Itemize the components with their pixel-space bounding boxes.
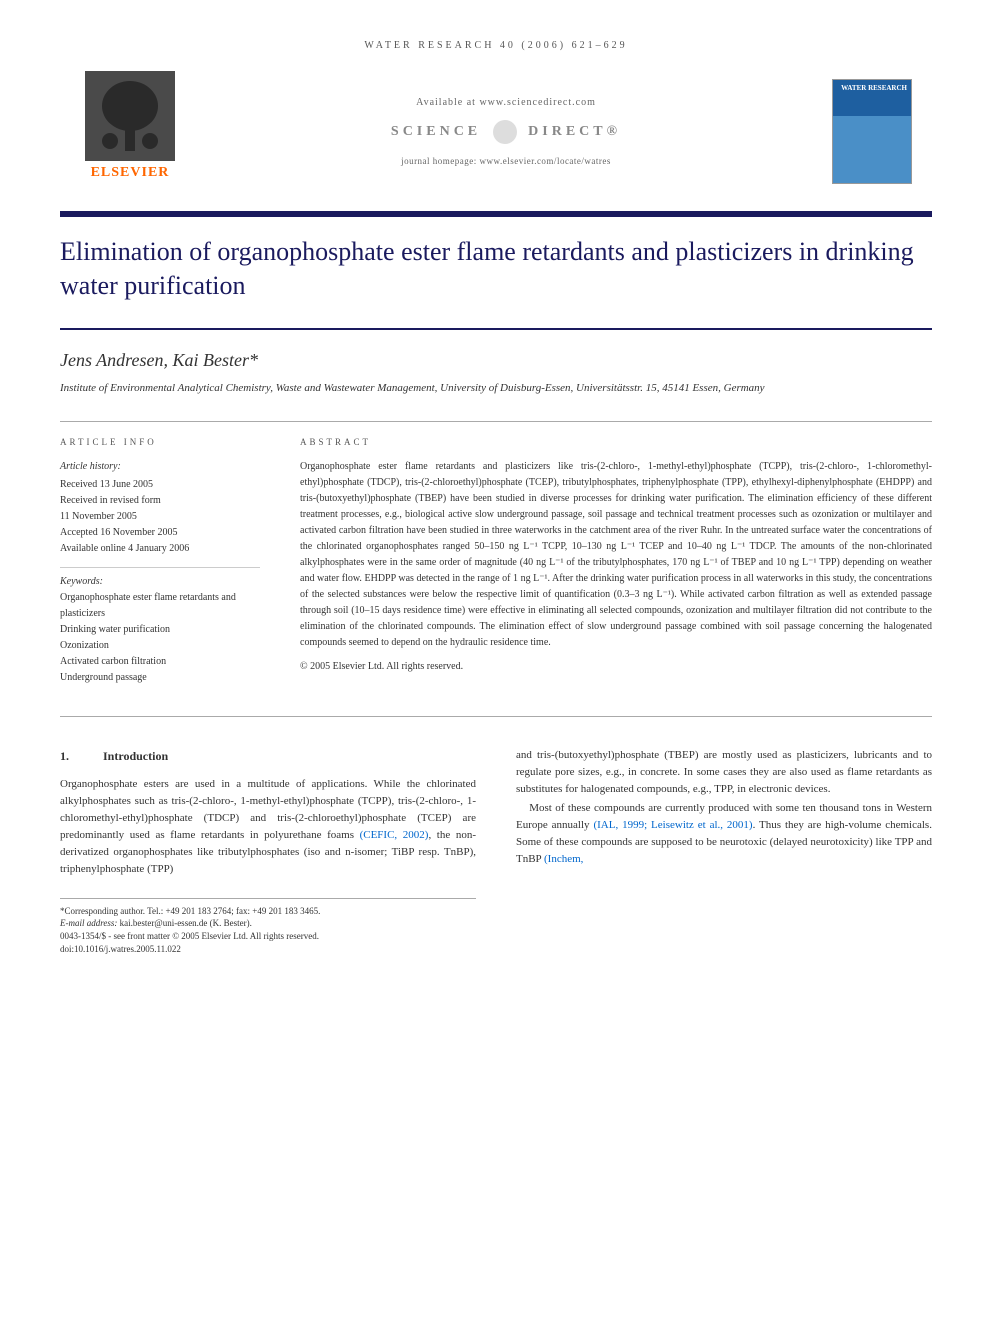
online-date: Available online 4 January 2006 <box>60 541 260 557</box>
keyword-item: Organophosphate ester flame retardants a… <box>60 590 260 622</box>
intro-paragraph: Organophosphate esters are used in a mul… <box>60 776 476 878</box>
info-abstract-row: ARTICLE INFO Article history: Received 1… <box>60 437 932 686</box>
intro-paragraph-3: Most of these compounds are currently pr… <box>516 800 932 868</box>
keyword-item: Underground passage <box>60 670 260 686</box>
elsevier-label: ELSEVIER <box>91 165 170 181</box>
title-bar-thick <box>60 211 932 217</box>
reference-link[interactable]: (Inchem, <box>544 853 583 865</box>
sciencedirect-right: DIRECT® <box>528 124 621 139</box>
abstract-heading: ABSTRACT <box>300 437 932 447</box>
journal-header: WATER RESEARCH 40 (2006) 621–629 <box>60 40 932 51</box>
accepted-date: Accepted 16 November 2005 <box>60 525 260 541</box>
elsevier-logo: ELSEVIER <box>80 71 180 191</box>
journal-cover: WATER RESEARCH <box>832 79 912 184</box>
reference-link[interactable]: (CEFIC, 2002) <box>360 829 429 841</box>
reference-link[interactable]: (IAL, 1999; Leisewitz et al., 2001) <box>593 819 752 831</box>
divider-bottom <box>60 716 932 717</box>
email-address: kai.bester@uni-essen.de (K. Bester). <box>117 918 252 928</box>
sciencedirect-d-icon <box>493 120 517 144</box>
section-title: Introduction <box>103 749 168 763</box>
sciencedirect-left: SCIENCE <box>391 124 481 139</box>
doi-line: doi:10.1016/j.watres.2005.11.022 <box>60 943 476 956</box>
article-info-heading: ARTICLE INFO <box>60 437 260 447</box>
title-bar-thin <box>60 328 932 330</box>
abstract-copyright: © 2005 Elsevier Ltd. All rights reserved… <box>300 659 932 675</box>
history-label: Article history: <box>60 459 260 475</box>
corresponding-author: *Corresponding author. Tel.: +49 201 183… <box>60 905 476 918</box>
revised-label: Received in revised form <box>60 493 260 509</box>
top-banner: ELSEVIER Available at www.sciencedirect.… <box>60 71 932 191</box>
affiliation: Institute of Environmental Analytical Ch… <box>60 381 932 396</box>
intro-paragraph-2: and tris-(butoxyethyl)phosphate (TBEP) a… <box>516 747 932 798</box>
center-info: Available at www.sciencedirect.com SCIEN… <box>391 97 621 166</box>
section-number: 1. <box>60 747 100 766</box>
keyword-item: Drinking water purification <box>60 622 260 638</box>
abstract-text: Organophosphate ester flame retardants a… <box>300 459 932 651</box>
revised-date: 11 November 2005 <box>60 509 260 525</box>
email-label: E-mail address: <box>60 918 117 928</box>
article-title: Elimination of organophosphate ester fla… <box>60 235 932 303</box>
divider-top <box>60 421 932 422</box>
footer-notes: *Corresponding author. Tel.: +49 201 183… <box>60 898 476 955</box>
authors: Jens Andresen, Kai Bester* <box>60 350 932 371</box>
abstract: ABSTRACT Organophosphate ester flame ret… <box>300 437 932 686</box>
section-heading: 1. Introduction <box>60 747 476 766</box>
email-line: E-mail address: kai.bester@uni-essen.de … <box>60 917 476 930</box>
available-text: Available at www.sciencedirect.com <box>391 97 621 108</box>
homepage-text: journal homepage: www.elsevier.com/locat… <box>391 156 621 166</box>
keyword-item: Activated carbon filtration <box>60 654 260 670</box>
body-col-left: 1. Introduction Organophosphate esters a… <box>60 747 476 955</box>
article-info: ARTICLE INFO Article history: Received 1… <box>60 437 260 686</box>
journal-cover-title: WATER RESEARCH <box>841 84 907 92</box>
keywords-label: Keywords: <box>60 567 260 590</box>
received-date: Received 13 June 2005 <box>60 477 260 493</box>
issn-line: 0043-1354/$ - see front matter © 2005 El… <box>60 930 476 943</box>
body-columns: 1. Introduction Organophosphate esters a… <box>60 747 932 955</box>
elsevier-tree-icon <box>85 71 175 161</box>
keyword-item: Ozonization <box>60 638 260 654</box>
body-col-right: and tris-(butoxyethyl)phosphate (TBEP) a… <box>516 747 932 955</box>
sciencedirect-logo: SCIENCE DIRECT® <box>391 120 621 144</box>
